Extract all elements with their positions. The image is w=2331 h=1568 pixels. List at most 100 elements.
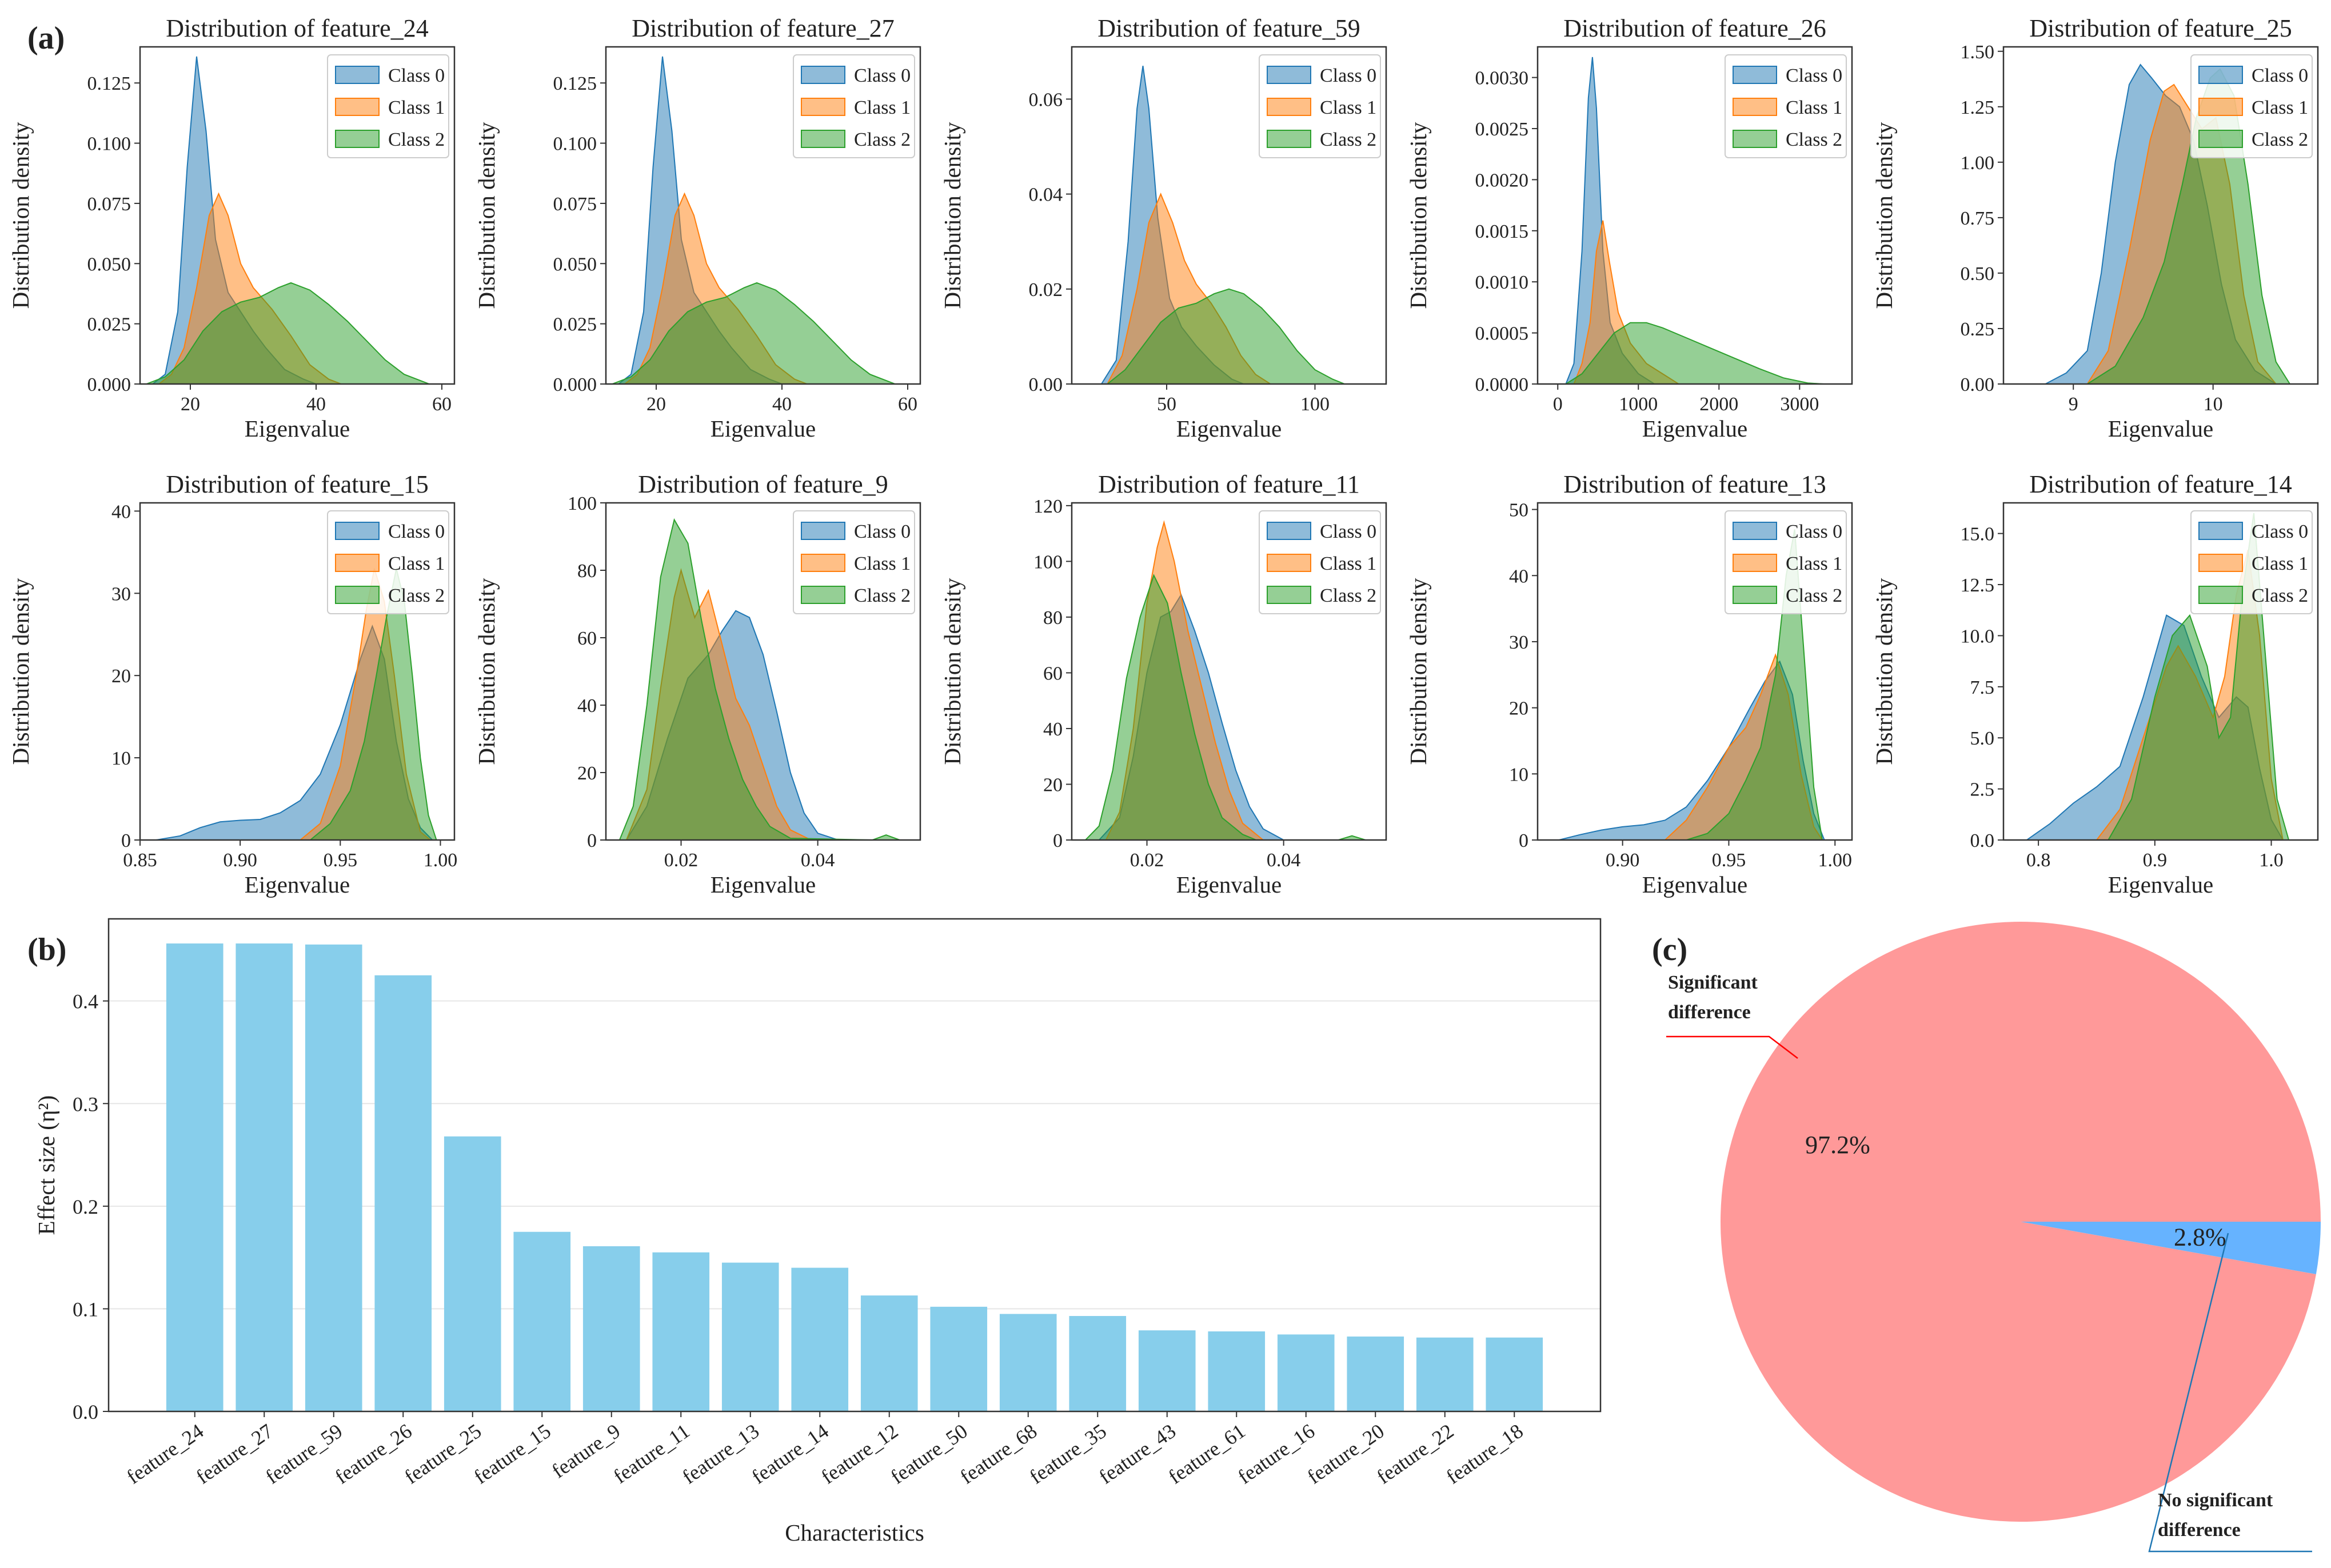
y-tick-label: 0.025 xyxy=(87,314,131,335)
chart-title: Distribution of feature_59 xyxy=(1097,14,1360,42)
legend-swatch xyxy=(801,554,845,572)
legend-label: Class 2 xyxy=(2252,129,2308,150)
x-tick-label: feature_16 xyxy=(1234,1419,1319,1489)
bar-feature_26 xyxy=(374,975,432,1411)
x-axis-label: Eigenvalue xyxy=(1176,415,1282,442)
y-tick-label: 0.100 xyxy=(553,134,597,155)
y-tick-label: 0.050 xyxy=(87,254,131,275)
y-tick-label: 1.25 xyxy=(1961,97,1995,118)
y-axis-label: Distribution density xyxy=(7,122,34,309)
y-tick-label: 0.25 xyxy=(1961,319,1995,340)
axes-frame xyxy=(2002,502,2319,841)
y-tick-label: 20 xyxy=(577,763,597,784)
bar-feature_61 xyxy=(1208,1331,1266,1411)
y-tick-label: 0.0010 xyxy=(1475,272,1529,293)
bar-feature_25 xyxy=(444,1136,501,1411)
y-axis-label: Distribution density xyxy=(1405,578,1431,765)
y-tick-label: 15.0 xyxy=(1961,524,1995,545)
panel-label-c: (c) xyxy=(1652,932,1687,967)
chart-title: Distribution of feature_24 xyxy=(166,14,428,42)
chart-title: Distribution of feature_14 xyxy=(2029,470,2292,498)
significance-pie-chart: 97.2% 2.8% Significant difference No signifi… xyxy=(1666,922,2321,1553)
legend-label: Class 1 xyxy=(1320,553,1376,574)
y-tick-label: 0.0 xyxy=(73,1401,98,1423)
legend-swatch xyxy=(1733,66,1777,84)
legend-swatch xyxy=(1267,66,1311,84)
axes-frame xyxy=(1071,46,1387,385)
effect-size-bar-chart: 0.00.10.20.30.4feature_24feature_27featu… xyxy=(33,918,1602,1546)
legend-label: Class 2 xyxy=(2252,585,2308,606)
x-tick-label: 1.00 xyxy=(1818,850,1853,871)
y-tick-label: 0.125 xyxy=(553,73,597,94)
axes-frame xyxy=(2002,46,2319,385)
legend-label: Class 0 xyxy=(388,65,445,86)
y-tick-label: 0 xyxy=(1053,830,1063,851)
legend-label: Class 2 xyxy=(854,129,911,150)
x-tick-label: feature_14 xyxy=(748,1419,833,1489)
y-tick-label: 0 xyxy=(121,830,131,851)
density-area-class-2 xyxy=(618,518,900,841)
axes-frame xyxy=(139,502,456,841)
x-tick-label: feature_25 xyxy=(400,1419,485,1489)
legend-swatch xyxy=(1733,554,1777,572)
kde-chart-6: Distribution of feature_15 0.85 0.90 0.95 1.… xyxy=(7,470,457,898)
chart-title: Distribution of feature_27 xyxy=(632,14,894,42)
y-tick-label: 30 xyxy=(111,583,131,605)
annotation-label-significant-line1: Significant xyxy=(1668,972,1758,993)
legend-swatch xyxy=(2198,130,2243,148)
x-tick-label: 100 xyxy=(1300,394,1330,415)
bar-feature_24 xyxy=(166,943,223,1411)
x-tick-label: feature_43 xyxy=(1095,1419,1180,1489)
y-tick-label: 0.02 xyxy=(1029,279,1063,301)
bar-feature_16 xyxy=(1277,1334,1335,1411)
kde-chart-4: Distribution of feature_26 0 1000 2000 3000 0… xyxy=(1405,14,1853,442)
bar-feature_35 xyxy=(1069,1315,1127,1411)
legend-label: Class 2 xyxy=(1786,585,1842,606)
axes-frame xyxy=(1071,502,1387,841)
bar-feature_9 xyxy=(582,1246,640,1411)
x-axis-label: Eigenvalue xyxy=(2108,415,2213,442)
annotation-label-not-significant-line1: No significant xyxy=(2158,1490,2273,1511)
bar-feature_50 xyxy=(930,1306,988,1411)
legend-swatch xyxy=(335,130,380,148)
kde-chart-7: Distribution of feature_9 0.02 0.04 0 20 40 60… xyxy=(473,470,921,898)
y-tick-label: 0.000 xyxy=(553,374,597,395)
legend-label: Class 1 xyxy=(854,97,911,118)
y-tick-label: 0.0005 xyxy=(1475,323,1529,345)
x-tick-label: 0.9 xyxy=(2143,850,2168,871)
y-tick-label: 0.3 xyxy=(73,1093,98,1115)
y-tick-label: 0.75 xyxy=(1961,208,1995,229)
y-tick-label: 0.0 xyxy=(1970,830,1995,851)
legend-swatch xyxy=(335,66,380,84)
legend-swatch xyxy=(2198,98,2243,116)
legend-label: Class 1 xyxy=(854,553,911,574)
legend-swatch xyxy=(801,586,845,604)
x-tick-label: feature_50 xyxy=(887,1419,972,1489)
x-tick-label: feature_35 xyxy=(1025,1419,1111,1489)
y-tick-label: 30 xyxy=(1509,632,1528,653)
x-tick-label: 9 xyxy=(2069,394,2078,415)
legend-swatch xyxy=(1733,98,1777,116)
legend-label: Class 0 xyxy=(854,65,911,86)
legend-swatch xyxy=(1267,586,1311,604)
legend-label: Class 0 xyxy=(388,521,445,542)
legend-swatch xyxy=(2198,522,2243,540)
axes-frame xyxy=(605,46,921,385)
legend-swatch xyxy=(335,522,380,540)
kde-chart-9: Distribution of feature_13 0.90 0.95 1.00 0 1… xyxy=(1405,470,1853,898)
y-tick-label: 0.000 xyxy=(87,374,131,395)
x-tick-label: 1.0 xyxy=(2259,850,2284,871)
x-tick-label: feature_18 xyxy=(1442,1419,1527,1489)
kde-chart-1: Distribution of feature_24 20 40 60 0.000 0.0… xyxy=(7,14,456,442)
bar-feature_15 xyxy=(513,1231,571,1411)
density-area-class-2 xyxy=(612,282,896,385)
y-tick-label: 80 xyxy=(1043,607,1063,629)
y-axis-label: Distribution density xyxy=(1405,122,1431,309)
y-tick-label: 100 xyxy=(1033,551,1063,573)
bar-feature_14 xyxy=(791,1267,849,1411)
kde-chart-10: Distribution of feature_14 0.8 0.9 1.0 0.0 2.… xyxy=(1871,470,2319,898)
y-tick-label: 0.06 xyxy=(1029,89,1063,110)
x-tick-label: feature_11 xyxy=(609,1419,694,1488)
y-tick-label: 0.0025 xyxy=(1475,119,1529,140)
annotation-label-significant-line2: difference xyxy=(1668,1002,1751,1023)
